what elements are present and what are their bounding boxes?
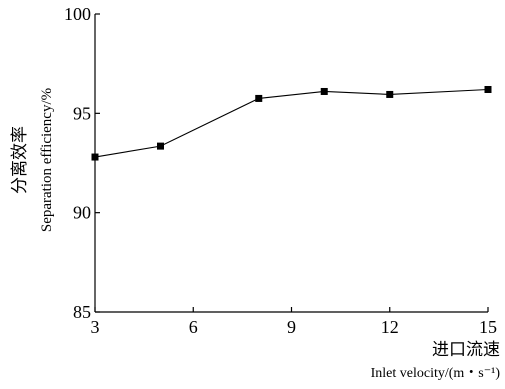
y-tick-label: 90 <box>73 203 91 223</box>
x-tick-label: 9 <box>287 317 296 337</box>
y-tick-label: 95 <box>73 103 91 123</box>
x-axis-label-chinese: 进口流速 <box>432 340 500 359</box>
y-axis-label-chinese: 分离效率 <box>10 126 29 194</box>
data-point-marker <box>91 153 99 161</box>
x-axis-label: Inlet velocity/(m・s⁻¹) <box>371 366 501 381</box>
data-point-marker <box>386 90 394 98</box>
ticks: 85 90 95 100 3 6 9 12 15 <box>64 4 497 337</box>
axes <box>94 14 488 313</box>
series <box>91 85 492 161</box>
y-tick-label: 100 <box>64 4 91 24</box>
x-tick-label: 6 <box>189 317 198 337</box>
x-tick-label: 3 <box>91 317 100 337</box>
data-point-marker <box>157 142 164 150</box>
x-tick-label: 15 <box>479 317 497 337</box>
y-axis-label: Separation efficiency/% <box>39 88 55 232</box>
x-tick-label: 12 <box>381 317 399 337</box>
series-line <box>94 88 489 158</box>
data-point-marker <box>255 94 263 102</box>
data-point-marker <box>484 85 492 93</box>
y-tick-label: 85 <box>73 302 91 322</box>
data-point-marker <box>320 87 328 95</box>
